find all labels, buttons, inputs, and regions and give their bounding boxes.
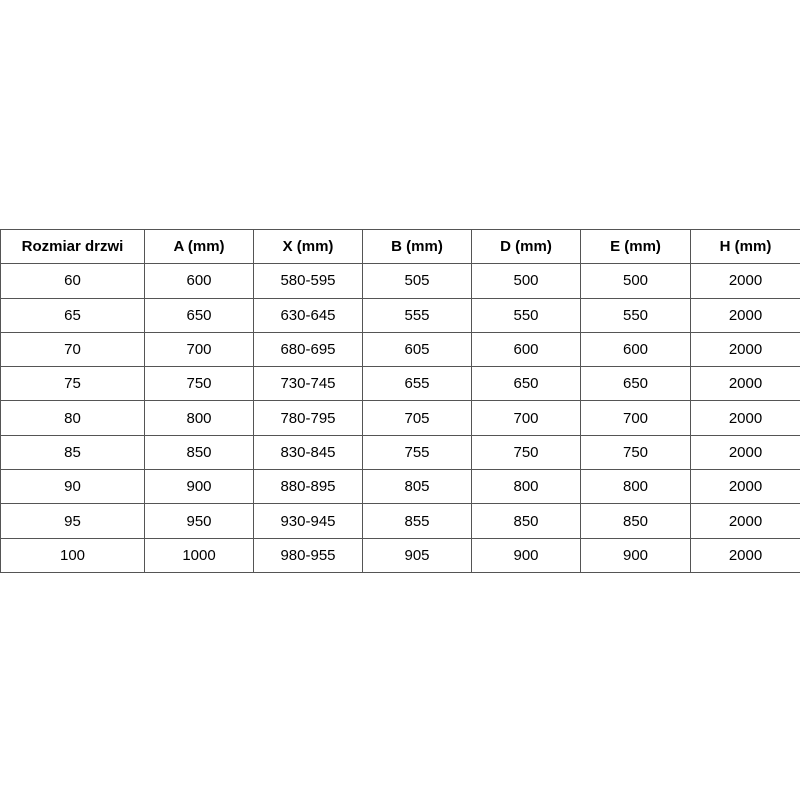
dimensions-table: Rozmiar drzwi A (mm) X (mm) B (mm) D (mm) E (… [0, 228, 800, 573]
table-cell: 730-745 [253, 366, 363, 402]
table-cell: 555 [362, 297, 472, 333]
table-cell: 755 [362, 434, 472, 471]
table-cell: 905 [362, 537, 472, 573]
table-cell: 850 [144, 434, 254, 471]
table-cell: 75 [0, 366, 145, 402]
table-cell: 70 [0, 331, 145, 368]
table-cell: 830-845 [253, 434, 363, 471]
table-cell: 700 [144, 331, 254, 368]
table-cell: 600 [471, 331, 581, 368]
table-cell: 855 [362, 503, 472, 539]
table-cell: 2000 [690, 366, 800, 402]
table-cell: 60 [0, 263, 145, 299]
table-row: 65 650 630-645 555 550 550 2000 [0, 297, 800, 333]
table-cell: 85 [0, 434, 145, 471]
table-cell: 850 [580, 503, 691, 539]
table-cell: 750 [580, 434, 691, 471]
table-row: 100 1000 980-955 905 900 900 2000 [0, 537, 800, 573]
table-row: 85 850 830-845 755 750 750 2000 [0, 434, 800, 471]
table-row: 70 700 680-695 605 600 600 2000 [0, 331, 800, 368]
column-header: X (mm) [253, 228, 363, 265]
table-cell: 900 [144, 469, 254, 505]
table-cell: 850 [471, 503, 581, 539]
table-cell: 880-895 [253, 469, 363, 505]
table-row: 90 900 880-895 805 800 800 2000 [0, 469, 800, 505]
table-cell: 900 [580, 537, 691, 573]
table-cell: 95 [0, 503, 145, 539]
table-cell: 900 [471, 537, 581, 573]
table-cell: 2000 [690, 434, 800, 471]
table-cell: 580-595 [253, 263, 363, 299]
header-row: Rozmiar drzwi A (mm) X (mm) B (mm) D (mm) E (… [0, 228, 800, 265]
table-cell: 2000 [690, 331, 800, 368]
table-cell: 805 [362, 469, 472, 505]
table-row: 60 600 580-595 505 500 500 2000 [0, 263, 800, 299]
table-cell: 100 [0, 537, 145, 573]
table-cell: 500 [580, 263, 691, 299]
table-cell: 950 [144, 503, 254, 539]
table-cell: 650 [471, 366, 581, 402]
column-header: B (mm) [362, 228, 472, 265]
table-cell: 550 [580, 297, 691, 333]
table-cell: 2000 [690, 503, 800, 539]
table-cell: 655 [362, 366, 472, 402]
table-cell: 65 [0, 297, 145, 333]
table-cell: 680-695 [253, 331, 363, 368]
table-cell: 700 [580, 400, 691, 436]
column-header: A (mm) [144, 228, 254, 265]
table-cell: 2000 [690, 400, 800, 436]
table-cell: 800 [471, 469, 581, 505]
table-cell: 800 [144, 400, 254, 436]
table-cell: 2000 [690, 297, 800, 333]
table-cell: 780-795 [253, 400, 363, 436]
table-row: 80 800 780-795 705 700 700 2000 [0, 400, 800, 436]
table-cell: 550 [471, 297, 581, 333]
table-cell: 650 [580, 366, 691, 402]
table-row: 95 950 930-945 855 850 850 2000 [0, 503, 800, 539]
table-cell: 705 [362, 400, 472, 436]
table-cell: 800 [580, 469, 691, 505]
table-cell: 930-945 [253, 503, 363, 539]
table-cell: 1000 [144, 537, 254, 573]
table-cell: 650 [144, 297, 254, 333]
table-cell: 90 [0, 469, 145, 505]
column-header: H (mm) [690, 228, 800, 265]
table-cell: 980-955 [253, 537, 363, 573]
table-cell: 2000 [690, 469, 800, 505]
table-cell: 505 [362, 263, 472, 299]
table-cell: 2000 [690, 263, 800, 299]
table-cell: 605 [362, 331, 472, 368]
column-header: E (mm) [580, 228, 691, 265]
table-cell: 630-645 [253, 297, 363, 333]
table-cell: 750 [144, 366, 254, 402]
table-cell: 600 [144, 263, 254, 299]
table-cell: 80 [0, 400, 145, 436]
column-header: Rozmiar drzwi [0, 228, 145, 265]
table-cell: 500 [471, 263, 581, 299]
table-cell: 600 [580, 331, 691, 368]
table-cell: 2000 [690, 537, 800, 573]
table-cell: 700 [471, 400, 581, 436]
table-cell: 750 [471, 434, 581, 471]
table-row: 75 750 730-745 655 650 650 2000 [0, 366, 800, 402]
column-header: D (mm) [471, 228, 581, 265]
